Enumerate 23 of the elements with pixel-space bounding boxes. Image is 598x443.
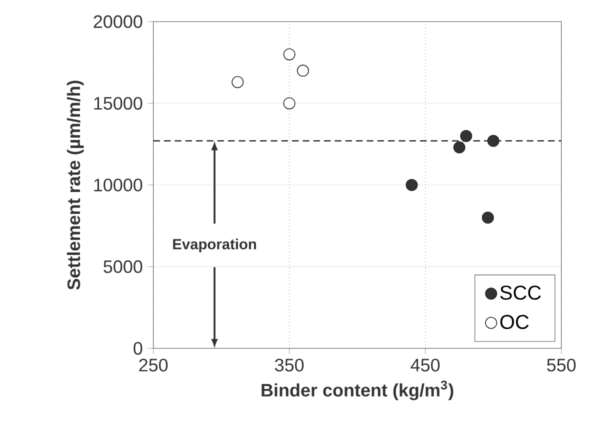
- point: [460, 130, 472, 142]
- point: [482, 212, 494, 224]
- point: [453, 141, 466, 154]
- x-tick-label: 350: [275, 358, 304, 372]
- y-tick-label: 15000: [94, 96, 142, 110]
- x-tick-label: 250: [139, 358, 168, 372]
- y-tick-label: 0: [134, 342, 142, 355]
- x-tick-label: 550: [547, 358, 576, 372]
- y-tick-label: 5000: [104, 260, 142, 274]
- y-tick-label: 20000: [94, 15, 142, 28]
- legend-label: OC: [500, 314, 529, 330]
- point: [283, 48, 296, 60]
- y-axis-title: Settlement rate (µm/m/h): [66, 80, 84, 290]
- annotation: Evaporation: [173, 238, 256, 252]
- point: [487, 134, 500, 147]
- point: [232, 76, 244, 88]
- point: [283, 97, 296, 110]
- point: [296, 64, 309, 77]
- legend-label: SCC: [500, 286, 541, 300]
- y-tick-label: 10000: [94, 178, 142, 192]
- x-tick-label: 450: [410, 358, 440, 372]
- point: [406, 179, 418, 191]
- x-axis-title: Binder content (kg/m$^{3}$): [262, 380, 454, 400]
